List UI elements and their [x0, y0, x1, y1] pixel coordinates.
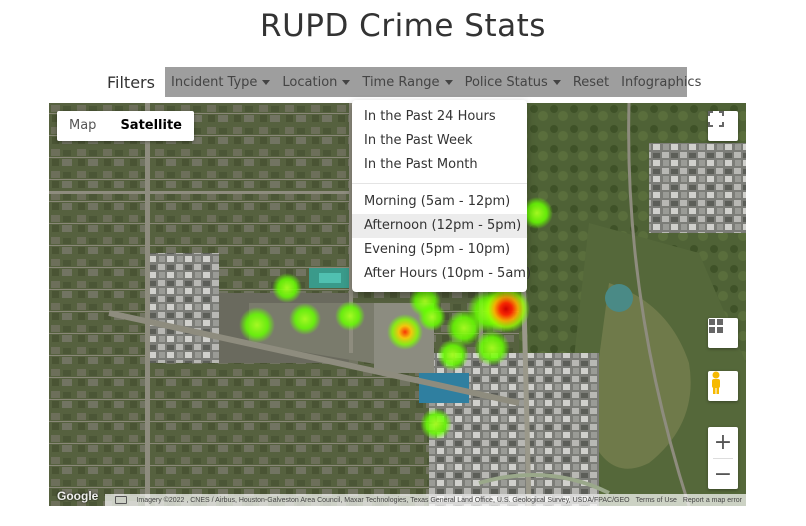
zoom-control: + − — [708, 427, 738, 489]
filter-incident-type-label: Incident Type — [171, 74, 258, 90]
imagery-credits: Imagery ©2022 , CNES / Airbus, Houston-G… — [136, 496, 630, 504]
menu-item-past-week[interactable]: In the Past Week — [364, 133, 473, 148]
report-map-error-link[interactable]: Report a map error — [682, 496, 742, 504]
fullscreen-icon — [708, 111, 724, 127]
map-type-map-button[interactable]: Map — [69, 118, 97, 133]
filter-police-status[interactable]: Police Status — [465, 75, 561, 90]
map-view[interactable]: Map Satellite + − Google Imagery ©2022 ,… — [49, 103, 746, 506]
terms-link[interactable]: Terms of Use — [635, 496, 677, 504]
filter-location[interactable]: Location — [282, 74, 351, 90]
infographics-link[interactable]: Infographics — [621, 74, 702, 90]
caret-down-icon — [342, 79, 351, 85]
caret-down-icon — [552, 79, 561, 85]
reset-link[interactable]: Reset — [572, 74, 610, 90]
menu-item-afternoon[interactable]: Afternoon (12pm - 5pm) — [352, 214, 527, 238]
menu-item-evening[interactable]: Evening (5pm - 10pm) — [364, 242, 511, 257]
pegman-icon — [712, 371, 720, 394]
google-logo: Google — [57, 489, 99, 503]
caret-down-icon — [262, 79, 271, 85]
map-attribution: Imagery ©2022 , CNES / Airbus, Houston-G… — [105, 494, 746, 506]
menu-item-after-hours[interactable]: After Hours (10pm - 5am) — [364, 266, 532, 281]
page-title: RUPD Crime Stats — [260, 8, 546, 44]
filter-incident-type[interactable]: Incident Type — [171, 74, 271, 90]
street-view-pegman[interactable] — [708, 371, 738, 401]
filter-bar: Incident Type Location Time Range Police… — [165, 67, 701, 97]
filter-police-status-label: Police Status — [464, 74, 548, 90]
zoom-divider — [713, 458, 733, 459]
satellite-imagery — [49, 103, 746, 506]
map-type-satellite-button[interactable]: Satellite — [120, 118, 183, 133]
grid-icon — [709, 319, 723, 333]
menu-item-past-24-hours[interactable]: In the Past 24 Hours — [364, 109, 496, 124]
keyboard-icon[interactable] — [115, 496, 128, 504]
menu-item-past-month[interactable]: In the Past Month — [364, 157, 478, 172]
layers-button[interactable] — [708, 318, 738, 348]
caret-down-icon — [444, 79, 453, 85]
filter-time-range[interactable]: Time Range — [362, 74, 453, 90]
filters-label: Filters — [107, 73, 155, 92]
menu-divider — [352, 183, 527, 184]
menu-item-morning[interactable]: Morning (5am - 12pm) — [364, 194, 511, 209]
fullscreen-button[interactable] — [708, 111, 738, 141]
zoom-out-button[interactable]: − — [713, 462, 733, 487]
time-range-dropdown-menu: In the Past 24 Hours In the Past Week In… — [352, 100, 532, 292]
filter-location-label: Location — [282, 74, 338, 90]
filter-time-range-label: Time Range — [362, 74, 440, 90]
map-type-control: Map Satellite — [57, 111, 195, 141]
zoom-in-button[interactable]: + — [713, 430, 733, 455]
